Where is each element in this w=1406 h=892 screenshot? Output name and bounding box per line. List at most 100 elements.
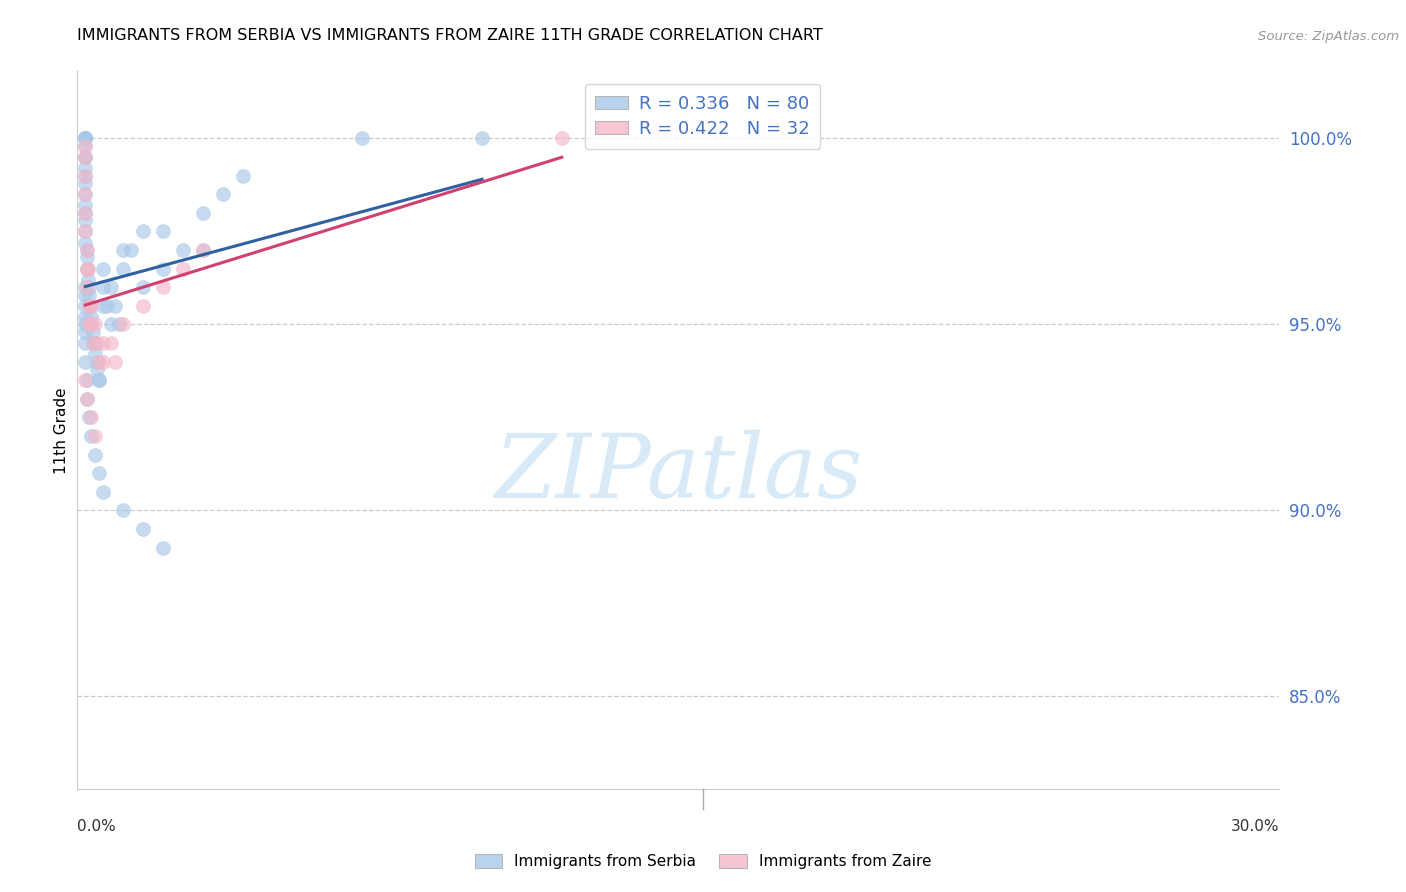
Point [91,280,114,294]
Point [112,243,135,257]
Point [75,287,97,301]
Point [76,243,98,257]
Point [91,354,114,368]
Point [79,280,101,294]
Point [91,484,114,499]
Point [76,261,98,276]
Point [75,150,97,164]
Point [89,373,111,387]
Point [89,354,111,368]
Point [76,280,98,294]
Point [96,299,118,313]
Point [152,224,174,238]
Point [79,299,101,313]
Point [76,243,98,257]
Point [76,373,98,387]
Point [84,318,107,332]
Point [75,299,97,313]
Point [75,176,97,190]
Point [191,243,214,257]
Point [172,261,194,276]
Point [75,224,97,238]
Point [471,131,494,145]
Point [79,299,101,313]
Point [75,169,97,183]
Point [112,318,135,332]
Point [80,318,103,332]
Point [75,150,97,164]
Point [75,138,97,153]
Point [75,150,97,164]
Point [86,354,108,368]
Point [76,261,98,276]
Point [172,243,194,257]
Point [75,161,97,175]
Point [80,410,103,425]
Point [80,429,103,443]
Point [91,299,114,313]
Point [132,299,155,313]
Point [75,131,97,145]
Point [75,205,97,219]
Point [75,131,97,145]
Point [152,541,174,555]
Point [82,335,104,350]
Point [75,280,97,294]
Point [84,335,107,350]
Point [75,224,97,238]
Text: Source: ZipAtlas.com: Source: ZipAtlas.com [1258,30,1399,43]
Point [75,131,97,145]
Point [80,299,103,313]
Point [132,280,155,294]
Point [77,273,100,287]
Point [75,187,97,202]
Point [84,347,107,361]
Point [75,131,97,145]
Text: 30.0%: 30.0% [1232,820,1279,834]
Point [100,335,122,350]
Point [75,169,97,183]
Text: IMMIGRANTS FROM SERBIA VS IMMIGRANTS FROM ZAIRE 11TH GRADE CORRELATION CHART: IMMIGRANTS FROM SERBIA VS IMMIGRANTS FRO… [77,29,823,43]
Point [76,392,98,406]
Point [76,251,98,265]
Point [551,131,574,145]
Point [232,169,254,183]
Point [75,131,97,145]
Point [80,299,103,313]
Point [75,325,97,339]
Point [100,318,122,332]
Text: 0.0%: 0.0% [77,820,117,834]
Point [75,131,97,145]
Point [191,243,214,257]
Point [82,335,104,350]
Point [79,318,101,332]
Point [91,335,114,350]
Point [132,224,155,238]
Point [75,198,97,212]
Point [80,318,103,332]
Point [75,131,97,145]
Point [75,205,97,219]
Point [112,503,135,517]
Point [120,243,142,257]
Point [104,299,127,313]
Point [75,318,97,332]
Point [75,138,97,153]
Legend: Immigrants from Serbia, Immigrants from Zaire: Immigrants from Serbia, Immigrants from … [468,848,938,875]
Point [77,261,100,276]
Point [75,235,97,250]
Point [86,362,108,376]
Point [76,392,98,406]
Point [79,287,101,301]
Point [152,280,174,294]
Point [75,187,97,202]
Point [132,522,155,536]
Point [104,354,127,368]
Point [75,213,97,227]
Point [89,466,111,480]
Point [76,261,98,276]
Point [212,187,235,202]
Point [100,280,122,294]
Point [75,131,97,145]
Point [152,261,174,276]
